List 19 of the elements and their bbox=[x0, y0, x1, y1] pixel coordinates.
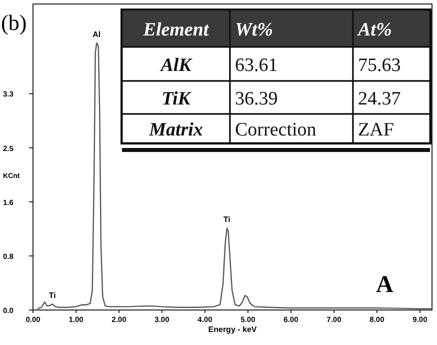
annotation: TiK bbox=[162, 88, 192, 110]
annotation: 75.63 bbox=[358, 55, 401, 76]
annotation: At% bbox=[357, 20, 392, 40]
x-axis-title: Energy - keV bbox=[208, 325, 258, 334]
annotation: Ti bbox=[48, 291, 56, 300]
annotation: 63.61 bbox=[235, 55, 278, 76]
text: (b) bbox=[1, 10, 27, 35]
annotation: A bbox=[376, 272, 394, 298]
annotation: 24.37 bbox=[358, 88, 401, 110]
line-series bbox=[36, 42, 433, 310]
annotation: Matrix bbox=[148, 120, 204, 140]
annotation: ZAF bbox=[358, 120, 394, 140]
annotation: Wt% bbox=[235, 20, 273, 40]
annotation: Element bbox=[142, 20, 210, 40]
annotation: Ti bbox=[223, 215, 230, 224]
annotation: Correction bbox=[235, 120, 317, 140]
annotation: Al bbox=[92, 30, 101, 39]
annotation: AlK bbox=[160, 55, 193, 76]
annotation: 36.39 bbox=[235, 88, 278, 110]
